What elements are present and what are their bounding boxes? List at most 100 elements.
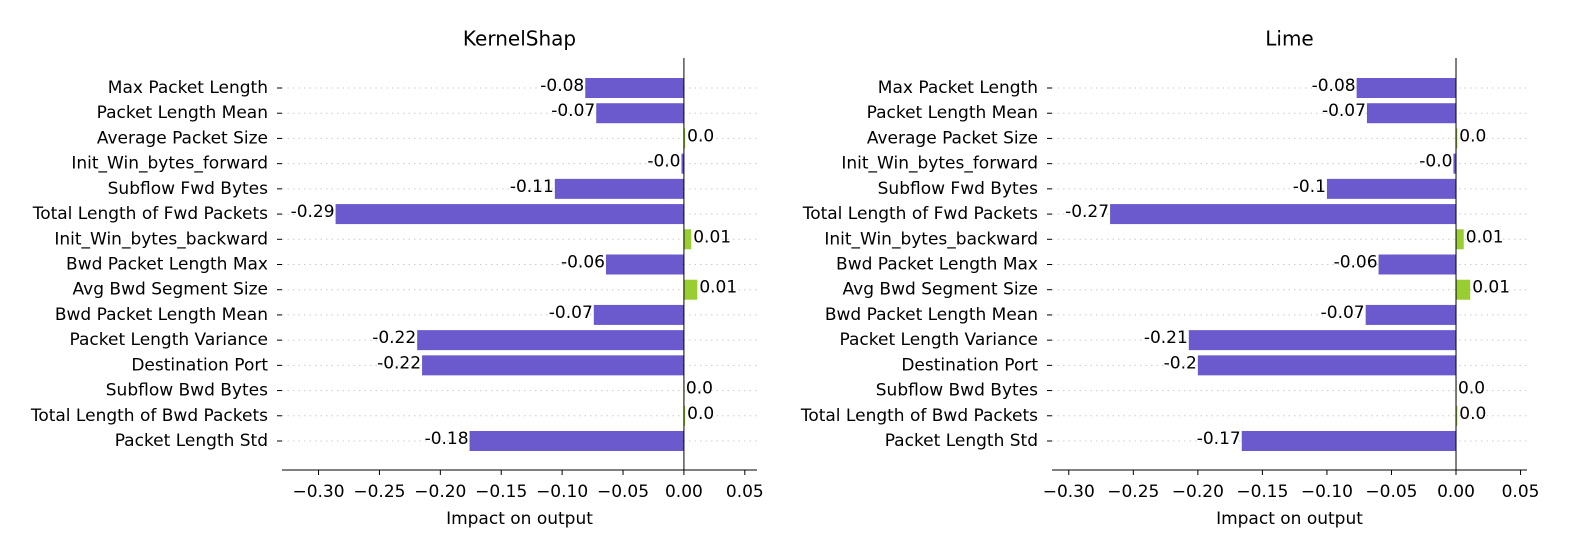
y-tick-label: Destination Port [131, 355, 268, 375]
y-tick-label: Max Packet Length [108, 78, 268, 98]
bar [683, 279, 698, 300]
y-tick-label: Subflow Bwd Bytes [876, 381, 1038, 401]
y-tick-label: Packet Length Variance [70, 330, 269, 350]
bar [683, 128, 686, 149]
y-tick-label: Total Length of Bwd Packets [800, 406, 1038, 426]
value-label: -0.08 [1312, 76, 1356, 96]
bar [1188, 330, 1457, 351]
y-tick-label: Avg Bwd Segment Size [73, 280, 268, 300]
value-label: -0.07 [1321, 303, 1365, 323]
value-label: -0.22 [372, 328, 416, 348]
y-tick-label: Bwd Packet Length Max [836, 255, 1038, 275]
bar [683, 405, 686, 426]
bar [1326, 178, 1457, 199]
y-tick-label: Avg Bwd Segment Size [843, 280, 1038, 300]
value-label: -0.27 [1065, 202, 1109, 222]
value-label: -0.29 [291, 202, 335, 222]
bar [593, 304, 684, 325]
value-label: -0.21 [1144, 328, 1188, 348]
value-label: -0.18 [425, 429, 469, 449]
value-label: -0.22 [377, 353, 421, 373]
y-tick-label: Subflow Bwd Bytes [106, 381, 268, 401]
chart-title: Lime [1265, 27, 1314, 51]
bar [1356, 78, 1457, 99]
y-tick-label: Total Length of Fwd Packets [32, 204, 268, 224]
x-tick-label: −0.25 [1107, 482, 1159, 502]
bar [1365, 304, 1457, 325]
y-tick-label: Max Packet Length [878, 78, 1038, 98]
bar [1456, 128, 1458, 149]
value-label: 0.0 [687, 404, 714, 424]
y-tick-label: Packet Length Mean [867, 103, 1038, 123]
bar [605, 254, 684, 275]
y-tick-label: Total Length of Fwd Packets [802, 204, 1038, 224]
value-label: -0.07 [551, 101, 595, 121]
bar [335, 204, 684, 225]
x-tick-label: 0.00 [665, 482, 703, 502]
value-label: 0.0 [687, 126, 714, 146]
value-label: -0.07 [549, 303, 593, 323]
value-label: -0.17 [1197, 429, 1241, 449]
value-label: 0.0 [1459, 126, 1486, 146]
bar [585, 78, 684, 99]
bar [554, 178, 684, 199]
y-tick-label: Init_Win_bytes_forward [841, 154, 1038, 174]
y-tick-label: Bwd Packet Length Mean [825, 305, 1038, 325]
value-label: -0.06 [1334, 253, 1378, 273]
bar [681, 153, 684, 174]
value-label: 0.01 [1472, 278, 1510, 298]
x-tick-label: −0.20 [1172, 482, 1224, 502]
x-tick-label: −0.10 [1301, 482, 1353, 502]
x-tick-label: −0.05 [597, 482, 649, 502]
value-label: 0.01 [693, 227, 731, 247]
bar [1366, 103, 1457, 124]
x-tick-label: −0.30 [1043, 482, 1095, 502]
x-tick-label: −0.15 [1236, 482, 1288, 502]
value-label: -0.08 [540, 76, 584, 96]
bar [469, 430, 684, 451]
x-tick-label: −0.10 [536, 482, 588, 502]
x-tick-label: −0.25 [353, 482, 405, 502]
value-label: 0.0 [686, 379, 713, 399]
bar [1456, 405, 1458, 426]
value-label: -0.2 [1164, 353, 1197, 373]
bar [1453, 153, 1457, 174]
y-tick-label: Packet Length Std [115, 431, 268, 451]
y-tick-label: Subflow Fwd Bytes [878, 179, 1038, 199]
y-tick-label: Average Packet Size [97, 128, 268, 148]
x-axis-label: Impact on output [446, 509, 593, 529]
bar [1197, 355, 1457, 376]
bar [1110, 204, 1457, 225]
x-axis-label: Impact on output [1216, 509, 1363, 529]
y-tick-label: Init_Win_bytes_backward [824, 229, 1038, 249]
x-tick-label: −0.30 [292, 482, 344, 502]
bar [683, 229, 692, 250]
y-tick-label: Total Length of Bwd Packets [30, 406, 268, 426]
bar [1456, 279, 1471, 300]
bar [422, 355, 684, 376]
value-label: 0.01 [699, 278, 737, 298]
value-label: -0.11 [510, 177, 554, 197]
y-tick-label: Init_Win_bytes_backward [54, 229, 268, 249]
y-tick-label: Average Packet Size [867, 128, 1038, 148]
y-tick-label: Packet Length Mean [97, 103, 268, 123]
bar [417, 330, 684, 351]
value-label: -0.1 [1293, 177, 1326, 197]
y-tick-label: Packet Length Variance [840, 330, 1039, 350]
y-tick-label: Packet Length Std [885, 431, 1038, 451]
x-tick-label: 0.00 [1437, 482, 1475, 502]
y-tick-label: Bwd Packet Length Max [66, 255, 268, 275]
bar [1456, 229, 1464, 250]
value-label: 0.01 [1466, 227, 1504, 247]
value-label: -0.07 [1322, 101, 1366, 121]
y-tick-label: Destination Port [901, 355, 1038, 375]
bar [1378, 254, 1457, 275]
value-label: -0.06 [561, 253, 605, 273]
chart-title: KernelShap [463, 27, 576, 51]
value-label: -0.0 [1419, 152, 1452, 172]
value-label: -0.0 [647, 152, 680, 172]
x-tick-label: 0.05 [1502, 482, 1540, 502]
x-tick-label: 0.05 [726, 482, 764, 502]
x-tick-label: −0.05 [1365, 482, 1417, 502]
